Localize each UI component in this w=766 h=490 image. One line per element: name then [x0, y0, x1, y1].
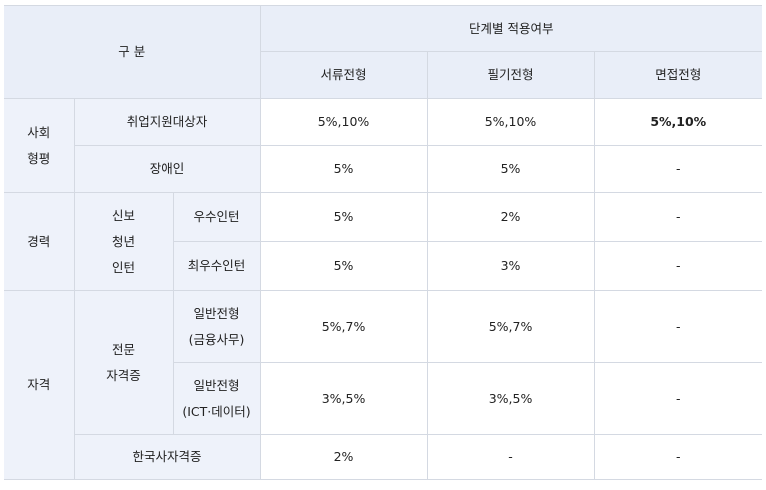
cell-written: 3% [426, 241, 595, 291]
table-row: 자격 전문 자격증 일반전형 (금융사무) 5%,7% 5%,7% - [4, 290, 763, 480]
row-label: 취업지원대상자 [73, 98, 261, 146]
cell-written: - [426, 434, 595, 480]
cell-document: 5%,7% [259, 290, 428, 363]
section-label-qualification: 자격 [4, 290, 75, 480]
cell-written: 2% [426, 192, 595, 242]
table-row: 사회 형평 취업지원대상자 5%,10% 5%,10% 5%,10% [4, 98, 763, 193]
cell-interview: - [593, 290, 763, 363]
cell-written: 5%,7% [426, 290, 595, 363]
header-category: 구 분 [4, 5, 261, 99]
cell-document: 5% [259, 192, 428, 242]
table-row: 경력 신보 청년 인턴 우수인턴 5% 2% - [4, 192, 763, 291]
section-label-social: 사회 형평 [4, 98, 75, 193]
cell-interview: - [593, 434, 763, 480]
cell-written: 3%,5% [426, 362, 595, 435]
header-stage-written: 필기전형 [426, 51, 595, 99]
table-row: 장애인 5% 5% - [4, 145, 763, 193]
section-label-career: 경력 [4, 192, 75, 291]
header-stage-group: 단계별 적용여부 [259, 5, 763, 52]
cell-written: 5% [426, 145, 595, 193]
row-label: 일반전형 (ICT·데이터) [173, 362, 261, 435]
preference-table: 구 분 단계별 적용여부 서류전형 필기전형 면접전형 사회 형평 취업지원대상… [4, 5, 763, 480]
table-row: 한국사자격증 2% - - [4, 434, 763, 480]
cell-document: 5% [259, 145, 428, 193]
cell-interview: 5%,10% [593, 98, 763, 146]
table-row: 일반전형 (ICT·데이터) 3%,5% 3%,5% - [4, 362, 763, 435]
sub-label-professional-cert: 전문 자격증 [73, 290, 174, 435]
cell-written: 5%,10% [426, 98, 595, 146]
sub-label-intern: 신보 청년 인턴 [73, 192, 174, 291]
row-label: 우수인턴 [172, 192, 261, 242]
row-label: 한국사자격증 [74, 434, 261, 480]
row-label: 일반전형 (금융사무) [172, 290, 261, 363]
row-label: 최우수인턴 [173, 241, 261, 291]
cell-interview: - [593, 241, 763, 291]
header-stage-document: 서류전형 [260, 51, 428, 99]
cell-document: 5% [259, 241, 428, 291]
cell-document: 3%,5% [259, 362, 428, 435]
cell-interview: - [593, 362, 763, 435]
cell-interview: - [593, 192, 763, 242]
cell-interview: - [593, 145, 763, 193]
cell-document: 5%,10% [259, 98, 428, 146]
cell-document: 2% [259, 434, 428, 480]
row-label: 장애인 [74, 145, 261, 193]
header-stage-interview: 면접전형 [593, 51, 763, 99]
preference-table-container: 구 분 단계별 적용여부 서류전형 필기전형 면접전형 사회 형평 취업지원대상… [4, 5, 763, 480]
